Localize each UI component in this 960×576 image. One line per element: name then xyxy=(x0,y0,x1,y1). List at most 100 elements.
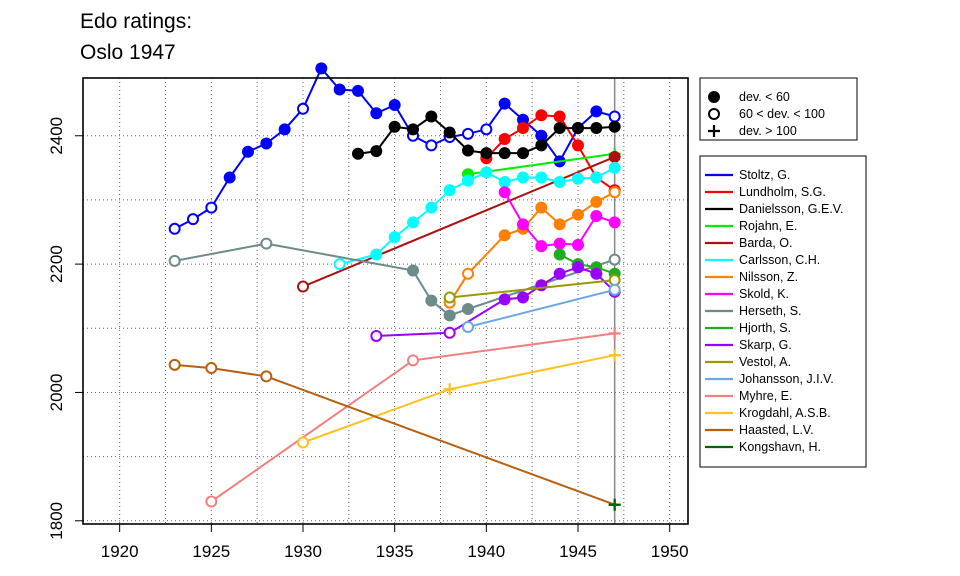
data-point xyxy=(553,218,566,231)
data-point xyxy=(572,208,584,221)
marker-legend-label: 60 < dev. < 100 xyxy=(739,107,825,121)
data-point xyxy=(608,186,621,199)
series-line xyxy=(449,279,615,299)
x-tick-label: 1935 xyxy=(376,542,414,561)
data-point xyxy=(517,147,529,160)
data-point xyxy=(498,147,511,160)
y-tick-label: 1800 xyxy=(47,502,66,540)
data-point xyxy=(553,267,566,280)
data-point xyxy=(425,201,438,214)
chart-title-line-1: Edo ratings: xyxy=(80,10,192,33)
data-point xyxy=(590,105,603,118)
series-line xyxy=(559,253,616,275)
grid-lines xyxy=(83,78,688,524)
marker-legend-symbol xyxy=(708,125,720,137)
data-point xyxy=(590,267,603,280)
series-legend-label: Krogdahl, A.S.B. xyxy=(739,406,831,420)
plot-frame xyxy=(82,77,689,525)
chart-title-line-2: Oslo 1947 xyxy=(80,41,176,64)
data-point xyxy=(608,349,621,362)
data-point xyxy=(388,231,401,244)
data-point xyxy=(407,264,419,277)
series-legend-label: Rojahn, E. xyxy=(739,219,797,233)
series-legend-label: Barda, O. xyxy=(739,236,793,250)
data-point xyxy=(553,175,566,188)
data-point xyxy=(572,172,584,185)
data-point xyxy=(462,174,474,187)
series-9 xyxy=(168,237,621,322)
data-point xyxy=(242,145,254,158)
x-tick-label: 1945 xyxy=(559,542,597,561)
data-point xyxy=(333,258,346,271)
data-point xyxy=(297,436,309,449)
marker-legend-symbol xyxy=(708,108,720,120)
data-point xyxy=(260,137,273,150)
series-legend-label: Lundholm, S.G. xyxy=(739,185,826,199)
data-point xyxy=(462,267,474,280)
data-point xyxy=(535,201,548,214)
data-point xyxy=(517,218,529,231)
series-6 xyxy=(333,161,621,271)
data-point xyxy=(608,327,621,340)
data-point xyxy=(168,222,181,235)
data-point xyxy=(443,309,456,322)
data-point xyxy=(553,110,566,123)
data-point xyxy=(407,123,419,136)
series-legend-label: Kongshavn, H. xyxy=(739,440,821,454)
series-1 xyxy=(168,62,621,235)
data-point xyxy=(260,237,273,250)
data-point xyxy=(517,171,529,184)
series-legend-label: Myhre, E. xyxy=(739,389,793,403)
data-point xyxy=(168,358,181,371)
data-point xyxy=(517,122,529,135)
marker-legend-box xyxy=(699,77,858,141)
series-16 xyxy=(168,358,621,511)
data-point xyxy=(443,126,456,139)
series-legend-label: Danielsson, G.E.V. xyxy=(739,202,843,216)
data-point xyxy=(608,274,621,287)
data-point xyxy=(553,122,566,135)
data-point xyxy=(590,171,603,184)
series-legend-label: Herseth, S. xyxy=(739,304,802,318)
x-tick-label: 1950 xyxy=(651,542,689,561)
chart-title: Edo ratings: Oslo 1947 xyxy=(80,10,192,64)
series-legend-label: Skold, K. xyxy=(739,287,789,301)
data-point xyxy=(498,175,511,188)
data-point xyxy=(572,139,584,152)
data-point xyxy=(370,107,383,120)
data-point xyxy=(608,216,621,229)
series-line xyxy=(467,288,615,328)
data-point xyxy=(443,184,456,197)
series-14 xyxy=(205,327,621,508)
data-point xyxy=(590,122,603,135)
series-17 xyxy=(608,498,621,511)
data-point xyxy=(462,127,474,140)
data-point xyxy=(407,354,419,367)
data-point xyxy=(388,98,401,111)
data-point xyxy=(168,254,181,267)
x-tick-label: 1930 xyxy=(284,542,322,561)
data-point xyxy=(480,123,493,136)
data-point xyxy=(297,102,309,115)
data-point xyxy=(480,147,493,160)
series-15 xyxy=(297,349,621,449)
data-point xyxy=(370,248,383,261)
series-group xyxy=(168,62,621,511)
data-point xyxy=(205,495,218,508)
marker-legend: dev. < 60 60 < dev. < 100 dev. > 100 xyxy=(699,77,858,141)
data-point xyxy=(443,291,456,304)
data-point xyxy=(535,240,548,253)
data-point xyxy=(205,362,218,375)
y-axis: 1800 2000 2200 2400 xyxy=(47,117,83,540)
data-point xyxy=(462,303,474,316)
y-tick-label: 2000 xyxy=(47,374,66,412)
series-line xyxy=(467,152,615,176)
data-point xyxy=(480,166,493,179)
data-point xyxy=(425,294,438,307)
data-point xyxy=(608,120,621,133)
data-point xyxy=(535,171,548,184)
data-point xyxy=(535,139,548,152)
data-point xyxy=(407,216,419,229)
data-point xyxy=(187,213,199,226)
